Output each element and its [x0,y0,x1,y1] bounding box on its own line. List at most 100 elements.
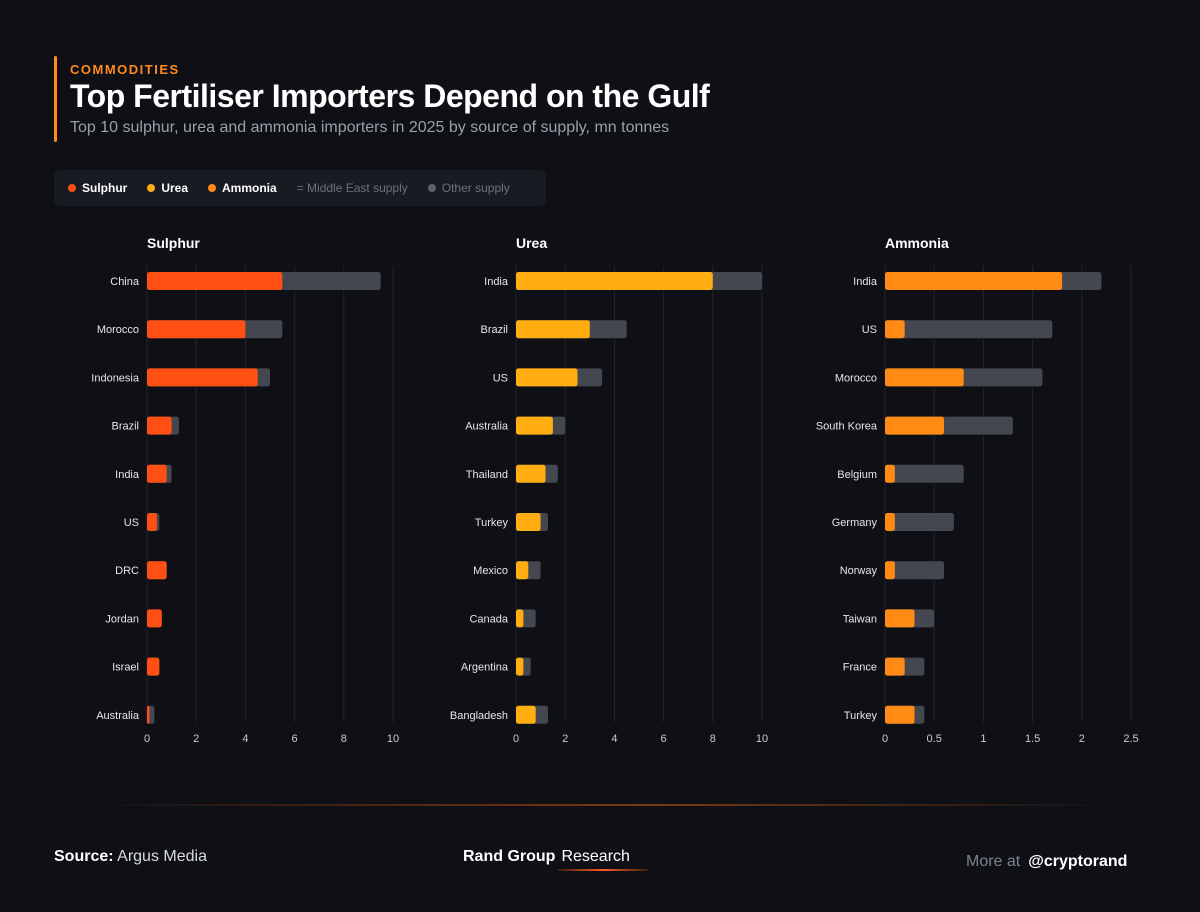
source-value: Argus Media [117,848,207,865]
category-label: Brazil [111,421,139,433]
source-label: Source: [54,848,114,865]
category-label: Turkey [475,517,509,529]
other-supply-dot-icon [427,184,436,192]
x-tick-label: 8 [710,733,716,745]
category-label: US [493,372,508,384]
bar-middle-east-supply [147,513,157,531]
x-tick-label: 2 [562,733,568,745]
bar-middle-east-supply [885,609,915,628]
category-label: Morocco [835,372,877,384]
x-tick-label: 2 [1079,733,1085,745]
legend-label: Other supply [441,181,510,195]
legend-label: = Middle East supply [296,181,408,195]
bar-middle-east-supply [516,657,524,676]
category-label: Bangladesh [450,710,508,722]
category-label: China [110,276,140,288]
legend-item-urea: Urea [147,181,188,195]
bar-middle-east-supply [885,368,964,387]
bar-middle-east-supply [516,272,713,290]
bar-middle-east-supply [516,416,553,435]
category-label: Mexico [473,565,508,577]
x-tick-label: 4 [611,733,617,745]
category-label: Morocco [97,324,139,336]
category-label: Australia [465,421,509,433]
urea-dot-icon [147,184,156,192]
legend-label: Sulphur [82,181,128,195]
category-label: Australia [96,710,140,722]
x-tick-label: 6 [292,733,298,745]
legend-label: Ammonia [222,181,277,195]
bar-middle-east-supply [147,272,283,290]
category-label: Jordan [105,613,139,625]
legend-item-ammonia: Ammonia [208,181,277,195]
category-label: Indonesia [91,372,140,384]
category-label: South Korea [816,421,878,433]
ammonia-dot-icon [208,184,217,192]
social-handle: @cryptorand [1028,853,1128,870]
panel-title: Urea [516,235,547,251]
x-tick-label: 2 [193,733,199,745]
category-label: India [484,276,509,288]
legend-item-sulphur: Sulphur [68,181,127,195]
bar-other-supply [885,561,945,580]
bar-middle-east-supply [147,368,258,387]
legend: Sulphur Urea Ammonia = Middle East suppl… [54,170,546,206]
category-label: India [115,469,140,481]
bar-middle-east-supply [147,320,246,339]
chart-subtitle: Top 10 sulphur, urea and ammonia importe… [70,119,670,136]
bar-middle-east-supply [885,657,905,676]
kicker: COMMODITIES [70,62,180,77]
category-label: Thailand [466,469,508,481]
category-label: Belgium [837,469,877,481]
panel-title: Ammonia [885,235,949,251]
more-label: More at [966,853,1021,870]
bar-middle-east-supply [516,561,529,580]
x-tick-label: 0 [882,733,888,745]
bar-middle-east-supply [885,705,915,724]
bar-other-supply [885,320,1053,339]
sulphur-dot-icon [68,184,76,192]
footer-more: More at @cryptorand [966,853,1127,871]
brand-underline [558,869,648,871]
panel-title: Sulphur [147,235,200,251]
category-label: Brazil [480,324,508,336]
bar-middle-east-supply [147,609,162,628]
legend-item-middle-east: = Middle East supply [297,181,408,195]
accent-bar [54,56,57,142]
bar-middle-east-supply [147,416,172,435]
category-label: Canada [469,613,508,625]
x-tick-label: 2.5 [1123,733,1138,745]
x-tick-label: 4 [242,733,248,745]
category-label: US [862,324,877,336]
bar-middle-east-supply [516,464,546,483]
brand-research: Research [561,848,630,865]
bar-middle-east-supply [516,609,524,628]
category-label: DRC [115,565,139,577]
x-tick-label: 1 [980,733,986,745]
bar-middle-east-supply [516,368,578,387]
footer-divider [80,804,1120,806]
bar-middle-east-supply [885,561,895,580]
bar-middle-east-supply [885,320,905,339]
category-label: Turkey [844,710,878,722]
bar-middle-east-supply [516,705,536,724]
category-label: France [843,662,877,674]
category-label: US [124,517,139,529]
footer-brand: Rand Group Research [463,848,630,866]
legend-label: Urea [161,181,189,195]
bar-middle-east-supply [147,561,167,580]
bar-middle-east-supply [885,272,1063,290]
bar-middle-east-supply [516,513,541,531]
category-label: Germany [832,517,878,529]
bar-middle-east-supply [885,416,945,435]
category-label: Taiwan [843,613,877,625]
x-tick-label: 10 [387,733,399,745]
bar-middle-east-supply [885,513,895,531]
x-tick-label: 10 [756,733,768,745]
bar-other-supply [885,513,954,531]
x-tick-label: 0.5 [927,733,942,745]
bar-middle-east-supply [147,705,150,724]
brand-name: Rand Group [463,848,556,865]
bar-middle-east-supply [147,657,160,676]
x-tick-label: 6 [661,733,667,745]
